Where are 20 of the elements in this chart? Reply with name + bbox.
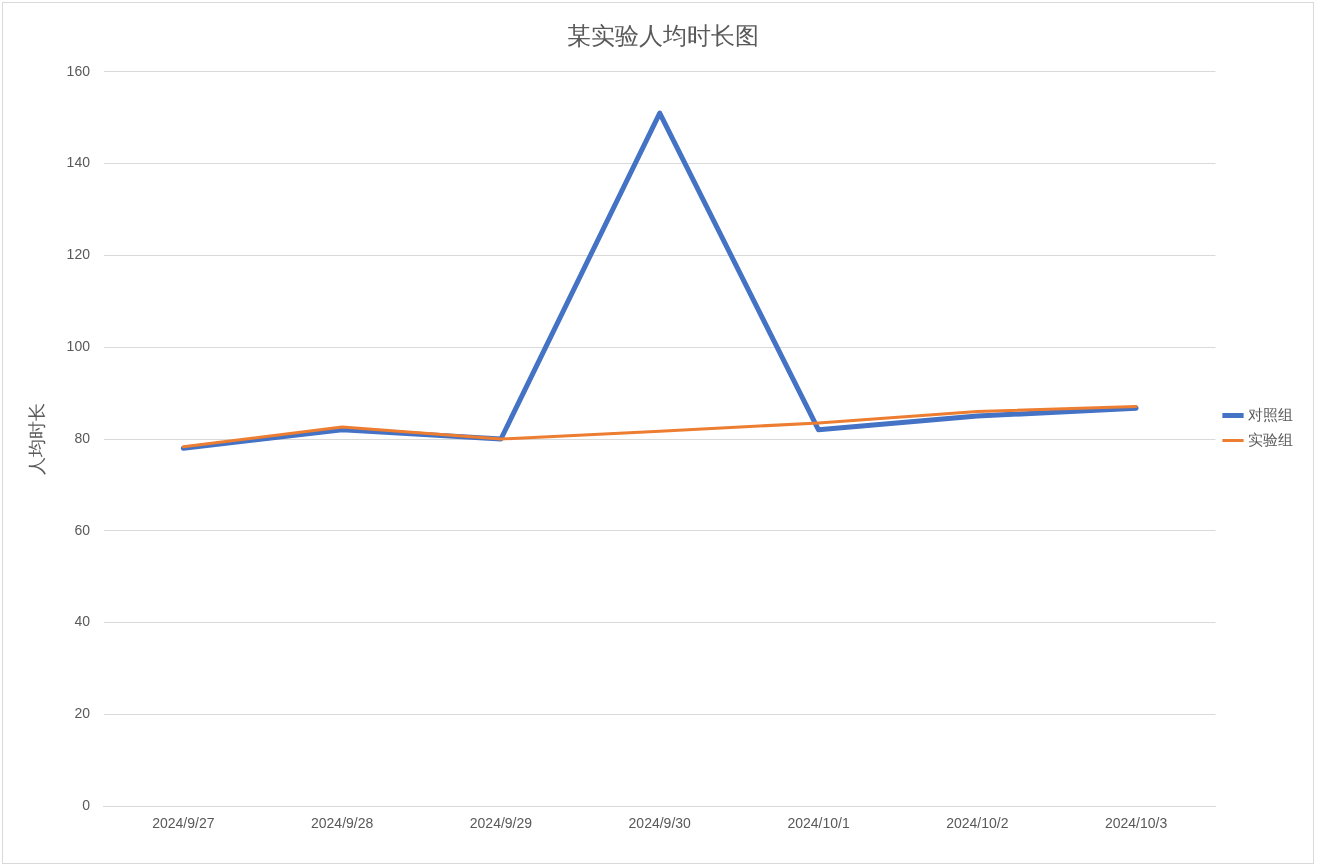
y-tick-label: 20 <box>74 705 91 722</box>
y-tick-label: 100 <box>66 338 91 355</box>
x-tick-label: 2024/10/2 <box>946 815 1009 832</box>
legend-label: 实验组 <box>1248 430 1293 448</box>
y-tick-label: 40 <box>74 613 91 630</box>
x-tick-label: 2024/9/30 <box>628 815 692 832</box>
x-tick-label: 2024/9/28 <box>311 815 374 832</box>
y-tick-label: 140 <box>66 154 91 171</box>
x-tick-label: 2024/10/1 <box>787 815 850 832</box>
y-tick-label: 60 <box>74 521 91 538</box>
y-tick-label: 80 <box>74 429 91 446</box>
y-tick-label: 160 <box>66 62 91 79</box>
y-axis-title: 人均时长 <box>26 403 47 475</box>
chart-title: 某实验人均时长图 <box>567 21 759 50</box>
x-tick-label: 2024/9/27 <box>152 815 215 832</box>
y-tick-label: 0 <box>82 797 91 814</box>
x-tick-label: 2024/9/29 <box>469 815 533 832</box>
y-tick-label: 120 <box>66 246 91 263</box>
legend-label: 对照组 <box>1248 405 1293 423</box>
x-tick-label: 2024/10/3 <box>1104 815 1168 832</box>
